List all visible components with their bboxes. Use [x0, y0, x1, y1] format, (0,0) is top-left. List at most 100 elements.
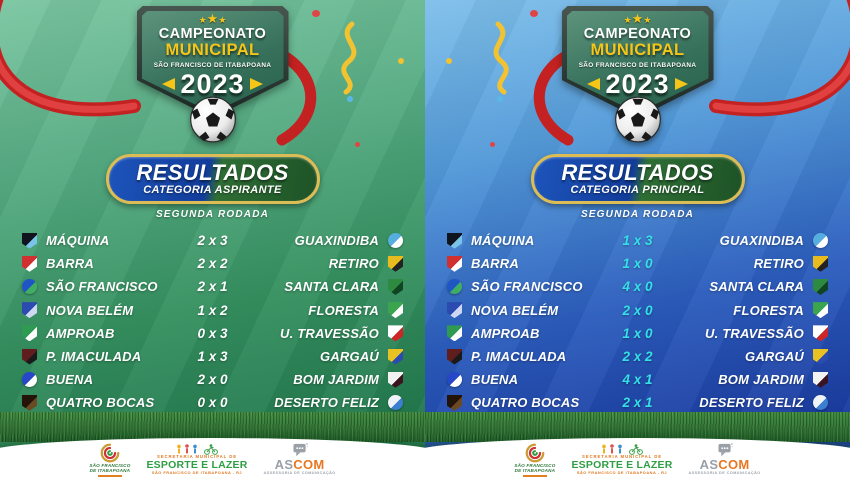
- results-header-pill: RESULTADOS CATEGORIA ASPIRANTE: [105, 154, 320, 204]
- home-team-name: P. IMACULADA: [471, 349, 567, 365]
- match-score: 2 x 0: [197, 372, 228, 388]
- match-results-list: MÁQUINA 2 x 3 GUAXINDIBA BARRA 2 x 2 RET…: [22, 229, 403, 415]
- home-team-badge: [22, 302, 37, 319]
- chat-bubble-icon: [293, 442, 308, 457]
- seal-divider: [97, 475, 122, 477]
- match-score: 2 x 2: [197, 256, 228, 272]
- away-team-name: GARGAÚ: [745, 349, 804, 365]
- stars-icon: ★★★: [623, 11, 652, 26]
- soccer-ball-icon: [614, 96, 661, 143]
- match-row: SÃO FRANCISCO 4 x 0 SANTA CLARA: [447, 275, 828, 298]
- esporte-e-lazer-label: ESPORTE E LAZER: [146, 458, 248, 471]
- esporte-sub-label: SÃO FRANCISCO DE ITABAPOANA - RJ: [151, 470, 243, 476]
- away-team-badge: [813, 255, 828, 272]
- match-score: 0 x 3: [197, 325, 228, 341]
- home-team-badge: [447, 279, 462, 295]
- confetti-dot: [490, 142, 495, 147]
- home-team-badge: [447, 372, 462, 388]
- home-team-name: QUATRO BOCAS: [46, 395, 155, 411]
- category-label: CATEGORIA ASPIRANTE: [143, 184, 282, 196]
- championship-subtitle: MUNICIPAL: [165, 41, 260, 59]
- municipal-seal-logo: SÃO FRANCISCO DE ITABAPOANA: [514, 442, 556, 477]
- championship-shield-badge: ★★★ CAMPEONATO MUNICIPAL SÃO FRANCISCO D…: [561, 6, 714, 118]
- away-team-name: DESERTO FELIZ: [699, 395, 804, 411]
- home-team-name: QUATRO BOCAS: [471, 395, 580, 411]
- round-label: SEGUNDA RODADA: [580, 209, 695, 220]
- home-team-badge: [22, 325, 37, 342]
- ascom-logo: ASCOM ASSESSORIA DE COMUNICAÇÃO: [263, 442, 335, 476]
- home-team-badge: [447, 255, 462, 272]
- home-team-badge: [447, 325, 462, 342]
- away-team-badge: [813, 278, 828, 295]
- home-team-name: NOVA BELÉM: [46, 302, 134, 318]
- match-row: P. IMACULADA 2 x 2 GARGAÚ: [447, 345, 828, 368]
- round-label: SEGUNDA RODADA: [155, 209, 270, 220]
- away-team-badge: [388, 395, 403, 411]
- home-team-badge: [22, 255, 37, 272]
- esporte-e-lazer-label: ESPORTE E LAZER: [571, 458, 673, 471]
- match-score: 1 x 3: [197, 349, 228, 365]
- match-row: SÃO FRANCISCO 2 x 1 SANTA CLARA: [22, 275, 403, 298]
- match-score: 0 x 0: [197, 395, 228, 411]
- ribbon-arrow-left-icon: [587, 78, 601, 90]
- seal-city-line1: SÃO FRANCISCO: [514, 463, 556, 469]
- home-team-name: SÃO FRANCISCO: [471, 279, 583, 295]
- match-score: 1 x 0: [622, 256, 653, 272]
- away-team-name: GUAXINDIBA: [719, 233, 804, 249]
- away-team-name: GUAXINDIBA: [294, 233, 379, 249]
- away-team-name: SANTA CLARA: [284, 279, 379, 295]
- match-results-list: MÁQUINA 1 x 3 GUAXINDIBA BARRA 1 x 0 RET…: [447, 229, 828, 415]
- confetti-dot: [398, 58, 404, 64]
- away-team-badge: [388, 278, 403, 295]
- grass-strip: [425, 412, 850, 442]
- match-row: AMPROAB 0 x 3 U. TRAVESSÃO: [22, 322, 403, 345]
- match-score: 4 x 1: [622, 372, 653, 388]
- home-team-badge: [447, 348, 462, 365]
- ribbon-arrow-right-icon: [249, 78, 263, 90]
- home-team-name: MÁQUINA: [46, 233, 110, 249]
- secretaria-label: SECRETARIA MUNICIPAL DE: [156, 453, 237, 459]
- match-row: P. IMACULADA 1 x 3 GARGAÚ: [22, 345, 403, 368]
- away-team-name: SANTA CLARA: [709, 279, 804, 295]
- away-team-name: GARGAÚ: [320, 349, 379, 365]
- away-team-name: FLORESTA: [308, 302, 379, 318]
- away-team-badge: [388, 302, 403, 319]
- championship-subtitle: MUNICIPAL: [590, 41, 685, 59]
- home-team-badge: [22, 279, 37, 295]
- home-team-badge: [22, 232, 37, 249]
- home-team-name: BARRA: [471, 256, 519, 272]
- confetti-dot: [312, 10, 320, 17]
- away-team-name: U. TRAVESSÃO: [280, 325, 379, 341]
- away-team-name: BOM JARDIM: [293, 372, 379, 388]
- year-label: 2023: [180, 69, 245, 99]
- home-team-name: BUENA: [46, 372, 94, 388]
- championship-title: CAMPEONATO: [583, 26, 692, 42]
- match-row: NOVA BELÉM 2 x 0 FLORESTA: [447, 299, 828, 322]
- home-team-name: AMPROAB: [46, 325, 115, 341]
- seal-divider: [522, 475, 547, 477]
- sponsors-footer: SÃO FRANCISCO DE ITABAPOANA SECRETARIA M…: [0, 438, 425, 478]
- sports-figures-icon: [602, 443, 643, 455]
- match-score: 1 x 2: [197, 302, 228, 318]
- ascom-wordmark: ASCOM: [699, 456, 750, 472]
- match-score: 2 x 1: [622, 395, 653, 411]
- championship-title: CAMPEONATO: [158, 26, 267, 42]
- city-name: SÃO FRANCISCO DE ITABAPOANA: [578, 62, 697, 69]
- results-header-pill: RESULTADOS CATEGORIA PRINCIPAL: [530, 154, 745, 204]
- confetti-dot: [530, 10, 538, 17]
- seal-city-line2: DE ITABAPOANA: [514, 468, 556, 474]
- match-row: BUENA 4 x 1 BOM JARDIM: [447, 368, 828, 391]
- home-team-name: BUENA: [471, 372, 519, 388]
- city-name: SÃO FRANCISCO DE ITABAPOANA: [153, 62, 272, 69]
- match-row: QUATRO BOCAS 0 x 0 DESERTO FELIZ: [22, 391, 403, 414]
- away-team-badge: [813, 233, 828, 249]
- soccer-ball-icon: [189, 96, 236, 143]
- match-row: MÁQUINA 1 x 3 GUAXINDIBA: [447, 229, 828, 252]
- ascom-wordmark: ASCOM: [274, 456, 325, 472]
- away-team-name: U. TRAVESSÃO: [705, 325, 804, 341]
- confetti-dot: [355, 142, 360, 147]
- ascom-logo: ASCOM ASSESSORIA DE COMUNICAÇÃO: [688, 442, 760, 476]
- away-team-badge: [813, 302, 828, 319]
- away-team-badge: [388, 233, 403, 249]
- esporte-e-lazer-logo: SECRETARIA MUNICIPAL DE ESPORTE E LAZER …: [571, 443, 673, 476]
